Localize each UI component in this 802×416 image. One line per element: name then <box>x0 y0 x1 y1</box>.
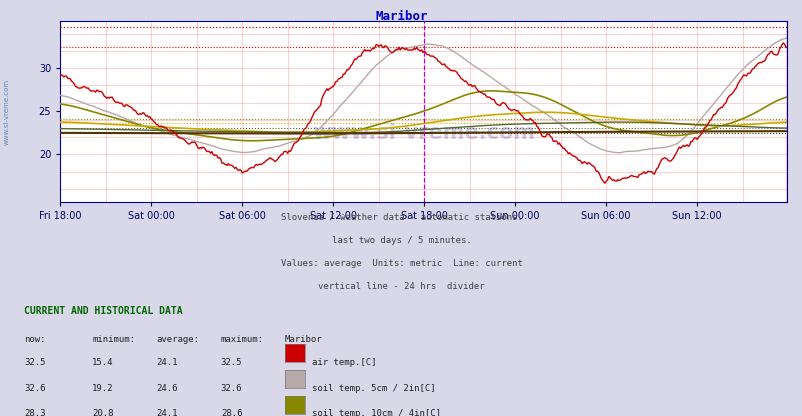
Text: 32.5: 32.5 <box>221 358 242 367</box>
Text: Maribor: Maribor <box>375 10 427 23</box>
Text: 32.6: 32.6 <box>24 384 46 393</box>
Text: Slovenia / weather data - automatic stations.: Slovenia / weather data - automatic stat… <box>280 213 522 222</box>
Text: 24.1: 24.1 <box>156 358 178 367</box>
Text: Maribor: Maribor <box>285 335 322 344</box>
Text: 32.6: 32.6 <box>221 384 242 393</box>
Text: last two days / 5 minutes.: last two days / 5 minutes. <box>331 236 471 245</box>
Text: www.si-vreme.com: www.si-vreme.com <box>3 79 10 145</box>
Text: 20.8: 20.8 <box>92 409 114 416</box>
Text: 32.5: 32.5 <box>24 358 46 367</box>
Text: average:: average: <box>156 335 200 344</box>
Text: soil temp. 5cm / 2in[C]: soil temp. 5cm / 2in[C] <box>311 384 435 393</box>
Text: 28.6: 28.6 <box>221 409 242 416</box>
Text: Values: average  Units: metric  Line: current: Values: average Units: metric Line: curr… <box>280 259 522 268</box>
Text: CURRENT AND HISTORICAL DATA: CURRENT AND HISTORICAL DATA <box>24 306 183 316</box>
Text: www.si-vreme.com: www.si-vreme.com <box>312 123 534 143</box>
Text: 15.4: 15.4 <box>92 358 114 367</box>
Text: vertical line - 24 hrs  divider: vertical line - 24 hrs divider <box>318 282 484 291</box>
Text: 19.2: 19.2 <box>92 384 114 393</box>
Text: 28.3: 28.3 <box>24 409 46 416</box>
Text: maximum:: maximum: <box>221 335 264 344</box>
Text: 24.6: 24.6 <box>156 384 178 393</box>
Text: soil temp. 10cm / 4in[C]: soil temp. 10cm / 4in[C] <box>311 409 440 416</box>
Text: air temp.[C]: air temp.[C] <box>311 358 375 367</box>
Text: now:: now: <box>24 335 46 344</box>
Text: minimum:: minimum: <box>92 335 136 344</box>
Text: 24.1: 24.1 <box>156 409 178 416</box>
